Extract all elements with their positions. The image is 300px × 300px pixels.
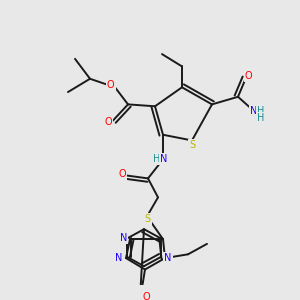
Text: N: N <box>115 253 122 263</box>
Text: H: H <box>257 113 265 123</box>
Text: S: S <box>190 140 196 150</box>
Text: O: O <box>105 117 112 127</box>
Text: O: O <box>143 292 150 300</box>
Text: O: O <box>244 71 252 81</box>
Text: S: S <box>145 214 151 224</box>
Text: H: H <box>153 154 160 164</box>
Text: N: N <box>164 253 172 263</box>
Text: O: O <box>107 80 115 90</box>
Text: N: N <box>120 233 127 243</box>
Text: N: N <box>250 106 257 116</box>
Text: N: N <box>160 154 167 164</box>
Text: O: O <box>119 169 126 179</box>
Text: H: H <box>257 106 265 116</box>
